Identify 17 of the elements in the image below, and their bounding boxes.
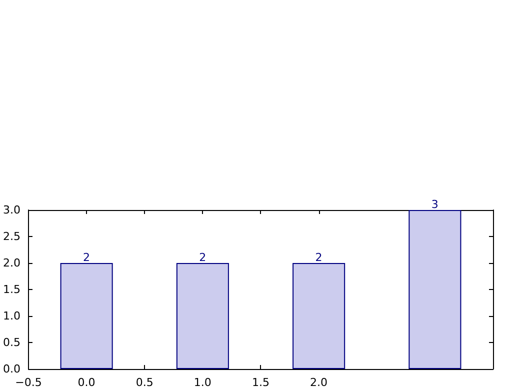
x-tick-label: 2.0 — [310, 376, 328, 389]
y-tick-label: 2.5 — [2, 230, 20, 243]
data-label: 2 — [199, 251, 206, 264]
y-tick-label: 0.0 — [2, 362, 20, 376]
x-tick-label: −0.5 — [15, 376, 42, 389]
y-tick-label: 1.0 — [2, 310, 20, 322]
y-tick-label: 2.0 — [2, 256, 20, 270]
x-tick-label: 0.5 — [136, 376, 154, 389]
x-tick-label: 1.5 — [252, 376, 270, 389]
y-tick-label: 0.5 — [2, 336, 20, 349]
data-label: 2 — [83, 251, 90, 264]
data-label: 2 — [315, 251, 322, 264]
y-tick-label: 1.5 — [2, 283, 20, 296]
y-tick-label: 3.0 — [2, 204, 20, 216]
x-tick-label: 0.0 — [78, 376, 96, 389]
x-tick-label: 1.0 — [194, 376, 212, 389]
data-label: 3 — [431, 198, 438, 211]
